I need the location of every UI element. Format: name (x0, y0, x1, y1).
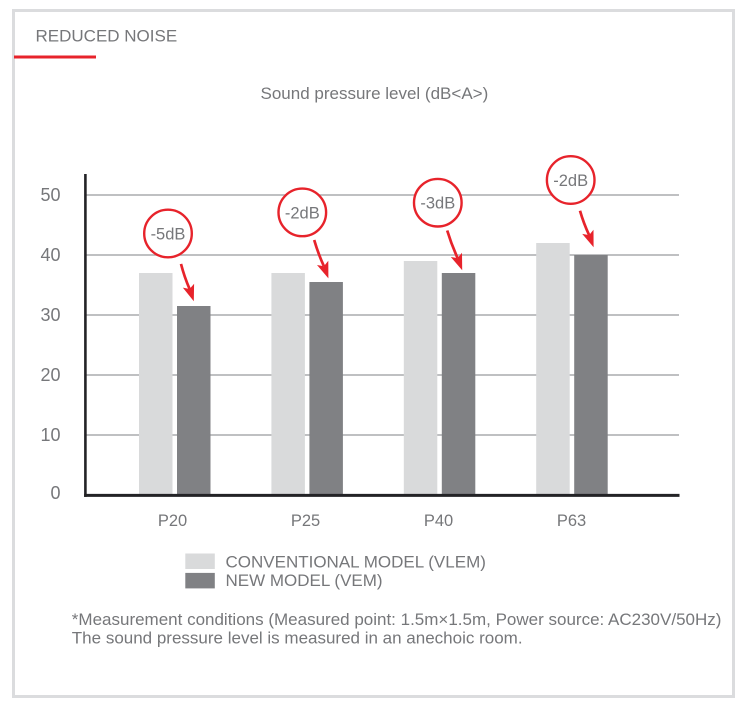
svg-text:P63: P63 (557, 512, 586, 530)
svg-text:20: 20 (40, 365, 60, 385)
svg-text:-2dB: -2dB (553, 172, 588, 190)
svg-text:P25: P25 (291, 512, 320, 530)
svg-text:-2dB: -2dB (285, 204, 320, 222)
svg-text:-5dB: -5dB (151, 226, 186, 244)
svg-text:30: 30 (40, 305, 60, 325)
svg-text:REDUCED NOISE: REDUCED NOISE (36, 26, 178, 45)
svg-text:10: 10 (40, 425, 60, 445)
svg-text:P40: P40 (424, 512, 453, 530)
svg-text:The sound pressure level is me: The sound pressure level is measured in … (72, 629, 523, 648)
svg-text:0: 0 (50, 483, 60, 503)
svg-text:NEW MODEL (VEM): NEW MODEL (VEM) (226, 571, 383, 590)
svg-text:Sound pressure level (dB<A>): Sound pressure level (dB<A>) (261, 84, 489, 103)
svg-text:*Measurement conditions (Measu: *Measurement conditions (Measured point:… (72, 610, 722, 629)
svg-text:CONVENTIONAL MODEL (VLEM): CONVENTIONAL MODEL (VLEM) (226, 553, 486, 572)
svg-text:50: 50 (40, 185, 60, 205)
svg-text:40: 40 (40, 245, 60, 265)
svg-text:-3dB: -3dB (420, 195, 455, 213)
svg-text:P20: P20 (158, 512, 187, 530)
